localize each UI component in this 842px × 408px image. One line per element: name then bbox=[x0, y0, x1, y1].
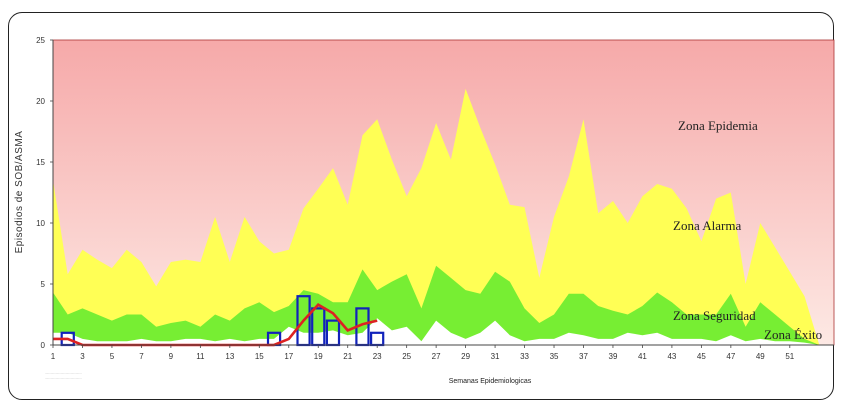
y-tick-label: 20 bbox=[36, 97, 45, 106]
x-tick-label: 7 bbox=[139, 352, 144, 361]
zona-alarma-area bbox=[53, 88, 820, 346]
x-tick-label: 37 bbox=[579, 352, 588, 361]
x-tick-label: 25 bbox=[402, 352, 411, 361]
x-tick-label: 43 bbox=[667, 352, 676, 361]
footnote-line-1: ........................................… bbox=[45, 371, 82, 375]
x-tick-label: 51 bbox=[785, 352, 794, 361]
x-tick-label: 15 bbox=[255, 352, 264, 361]
zona-seguridad-label: Zona Seguridad bbox=[673, 308, 756, 323]
x-tick-label: 3 bbox=[80, 352, 85, 361]
x-tick-label: 27 bbox=[432, 352, 441, 361]
y-axis-title: Episodios de SOB/ASMA bbox=[14, 131, 25, 254]
x-tick-label: 17 bbox=[284, 352, 293, 361]
zona-exito-label: Zona Éxito bbox=[764, 327, 822, 342]
x-tick-label: 11 bbox=[196, 352, 205, 361]
x-tick-label: 35 bbox=[550, 352, 559, 361]
y-tick-label: 0 bbox=[41, 341, 46, 350]
x-tick-label: 13 bbox=[225, 352, 234, 361]
x-tick-label: 45 bbox=[697, 352, 706, 361]
x-tick-label: 5 bbox=[110, 352, 115, 361]
zona-epidemia-label: Zona Epidemia bbox=[678, 118, 758, 133]
x-tick-label: 47 bbox=[726, 352, 735, 361]
x-tick-label: 19 bbox=[314, 352, 323, 361]
x-tick-label: 9 bbox=[169, 352, 174, 361]
y-tick-label: 15 bbox=[36, 158, 45, 167]
x-tick-label: 29 bbox=[461, 352, 470, 361]
y-tick-label: 25 bbox=[36, 36, 45, 45]
y-tick-label: 5 bbox=[41, 280, 46, 289]
x-tick-label: 41 bbox=[638, 352, 647, 361]
x-tick-label: 1 bbox=[51, 352, 56, 361]
x-tick-label: 21 bbox=[343, 352, 352, 361]
zona-seguridad-area bbox=[53, 265, 820, 345]
zona-alarma-label: Zona Alarma bbox=[673, 218, 741, 233]
footnote-line-2: ........................................… bbox=[45, 376, 82, 380]
y-tick-label: 10 bbox=[36, 219, 45, 228]
zona-exito-area bbox=[53, 318, 820, 345]
x-tick-label: 23 bbox=[373, 352, 382, 361]
x-tick-label: 49 bbox=[756, 352, 765, 361]
x-tick-label: 33 bbox=[520, 352, 529, 361]
x-axis-title: Semanas Epidemiologicas bbox=[449, 378, 532, 385]
x-tick-label: 31 bbox=[491, 352, 500, 361]
x-tick-label: 39 bbox=[609, 352, 618, 361]
